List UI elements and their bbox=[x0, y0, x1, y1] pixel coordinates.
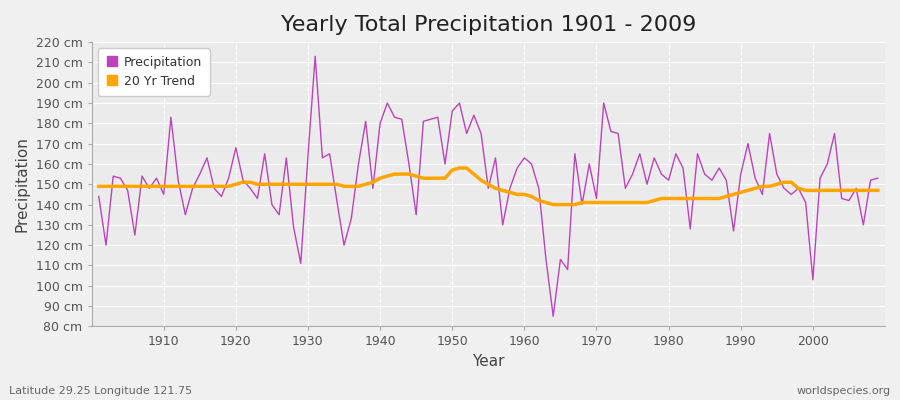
20 Yr Trend bbox=[620, 200, 631, 205]
20 Yr Trend bbox=[872, 188, 883, 193]
Precipitation bbox=[519, 156, 530, 160]
Text: worldspecies.org: worldspecies.org bbox=[796, 386, 891, 396]
Precipitation bbox=[548, 314, 559, 319]
Line: Precipitation: Precipitation bbox=[99, 56, 878, 316]
Precipitation bbox=[310, 54, 320, 59]
Line: 20 Yr Trend: 20 Yr Trend bbox=[99, 168, 878, 204]
Text: Latitude 29.25 Longitude 121.75: Latitude 29.25 Longitude 121.75 bbox=[9, 386, 192, 396]
20 Yr Trend bbox=[94, 184, 104, 189]
20 Yr Trend bbox=[526, 194, 537, 199]
Precipitation bbox=[94, 194, 104, 199]
Precipitation bbox=[526, 162, 537, 166]
X-axis label: Year: Year bbox=[472, 354, 505, 369]
Precipitation bbox=[872, 176, 883, 180]
20 Yr Trend bbox=[519, 192, 530, 197]
20 Yr Trend bbox=[310, 182, 320, 187]
20 Yr Trend bbox=[454, 166, 464, 170]
20 Yr Trend bbox=[151, 184, 162, 189]
Legend: Precipitation, 20 Yr Trend: Precipitation, 20 Yr Trend bbox=[98, 48, 210, 96]
Precipitation bbox=[620, 186, 631, 191]
Precipitation bbox=[360, 119, 371, 124]
Y-axis label: Precipitation: Precipitation bbox=[15, 136, 30, 232]
20 Yr Trend bbox=[353, 184, 364, 189]
Precipitation bbox=[317, 156, 328, 160]
20 Yr Trend bbox=[548, 202, 559, 207]
Title: Yearly Total Precipitation 1901 - 2009: Yearly Total Precipitation 1901 - 2009 bbox=[281, 15, 696, 35]
Precipitation bbox=[151, 176, 162, 180]
